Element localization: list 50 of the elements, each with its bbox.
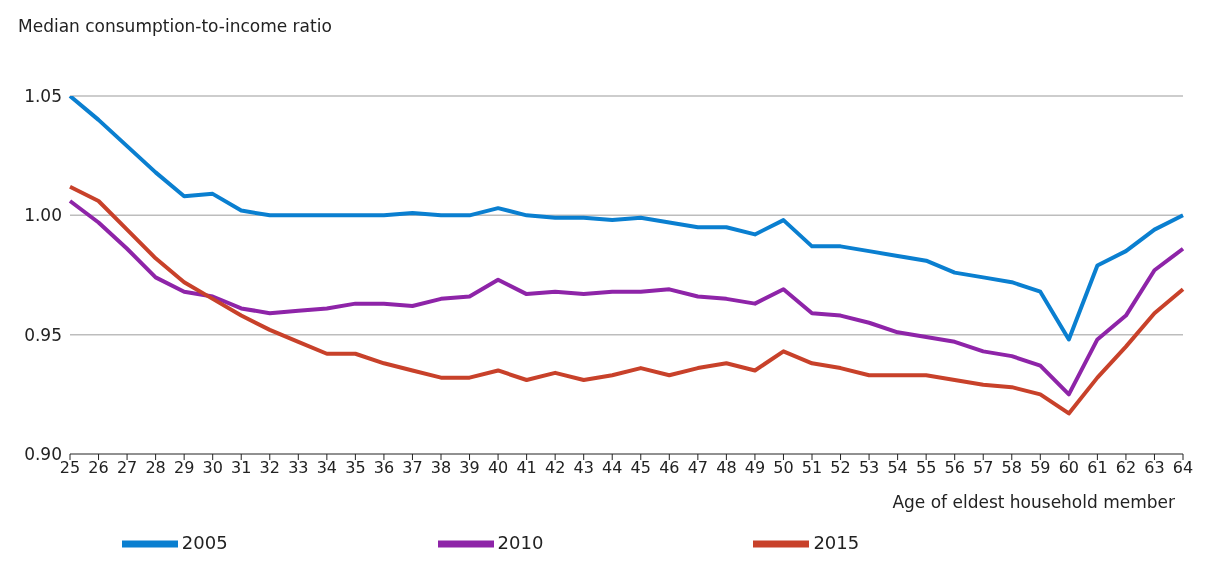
x-tick-label: 35 (345, 458, 366, 478)
x-tick-label: 43 (573, 458, 594, 478)
x-tick-label: 29 (173, 458, 195, 478)
x-tick-label: 26 (88, 458, 109, 478)
x-tick-label: 58 (1001, 458, 1022, 478)
x-tick-label: 46 (659, 458, 680, 478)
x-tick-label: 37 (402, 458, 423, 478)
x-tick-label: 49 (744, 458, 766, 478)
x-tick-label: 30 (202, 458, 223, 478)
x-tick-label: 59 (1030, 458, 1051, 478)
y-tick-label: 0.95 (24, 324, 62, 345)
x-tick-label: 47 (687, 458, 709, 478)
x-tick-label: 48 (716, 458, 737, 478)
x-tick-label: 25 (59, 458, 81, 478)
line-series (68, 96, 1185, 342)
x-tick-label: 52 (830, 458, 851, 478)
x-tick-label: 50 (773, 458, 794, 478)
x-tick-label: 54 (887, 458, 908, 478)
y-tick-label: 1.05 (24, 86, 62, 107)
x-tick-label: 40 (487, 458, 509, 478)
x-tick-label: 33 (288, 458, 309, 478)
x-tick-label: 44 (602, 458, 623, 478)
x-tick-label: 34 (316, 458, 338, 478)
legend-label: 2015 (813, 532, 860, 553)
x-tick-label: 38 (430, 458, 452, 478)
y-tick-label: 0.90 (24, 444, 62, 465)
x-tick-label: 27 (116, 458, 138, 478)
legend-label: 2005 (181, 532, 228, 553)
x-tick-label: 57 (973, 458, 994, 478)
x-tick-label: 53 (858, 458, 880, 478)
y-tick-label: 1.00 (24, 205, 62, 226)
x-axis-title: Age of eldest household member (892, 492, 1176, 512)
y-axis-title: Median consumption-to-income ratio (18, 16, 332, 36)
x-tick-label: 28 (145, 458, 166, 478)
x-tick-label: 45 (630, 458, 651, 478)
x-tick-label: 60 (1058, 458, 1080, 478)
x-tick-label: 63 (1144, 458, 1165, 478)
x-tick-label: 31 (231, 458, 252, 478)
x-tick-label: 61 (1087, 458, 1108, 478)
x-tick-label: 55 (915, 458, 937, 478)
x-tick-label: 39 (459, 458, 480, 478)
x-tick-label: 51 (801, 458, 823, 478)
x-tick-label: 41 (516, 458, 537, 478)
x-tick-label: 56 (944, 458, 965, 478)
legend-label: 2010 (497, 532, 544, 553)
x-tick-label: 36 (373, 458, 395, 478)
x-tick-label: 64 (1172, 458, 1194, 478)
x-tick-label: 62 (1115, 458, 1137, 478)
x-tick-label: 32 (259, 458, 280, 478)
x-tick-label: 42 (544, 458, 566, 478)
